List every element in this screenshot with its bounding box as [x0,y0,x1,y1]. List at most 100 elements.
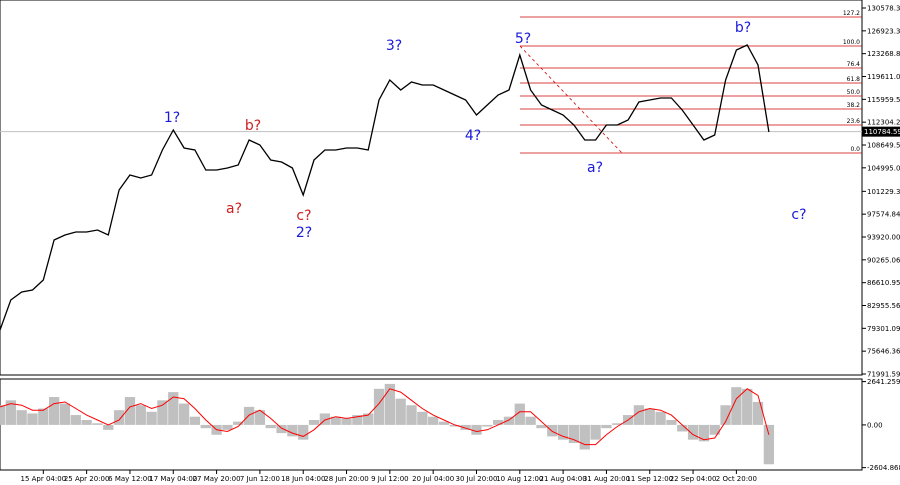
wave-label: 1? [164,110,180,126]
histogram-bar [265,424,276,429]
y-tick-label: 90265.06 [867,256,900,264]
histogram-bar [666,419,677,425]
histogram-bar [189,416,201,425]
histogram-bar [428,416,439,425]
histogram-bar [731,387,742,425]
histogram-bar [482,424,493,427]
histogram-bar [254,410,266,425]
y-tick-label: 79301.09 [867,325,900,333]
histogram-bar [243,406,255,425]
histogram-bar [557,424,569,440]
x-tick-label: 22 Sep 04:00 [670,475,717,483]
wave-label: a? [587,160,603,176]
x-tick-label: 30 Jul 20:00 [455,475,497,483]
histogram-bar [81,419,92,425]
x-tick-label: 25 Apr 20:00 [64,475,110,483]
wave-label: 2? [296,225,312,241]
y-tick-label: 97574.84 [867,211,900,219]
histogram-bar [503,416,515,425]
histogram-bar [417,411,428,425]
histogram-bar [319,413,331,425]
wave-label: 5? [515,31,531,47]
fib-trend-line [519,45,623,154]
histogram-bar [612,423,623,425]
histogram-bar [103,424,114,430]
histogram-bar [698,424,710,442]
histogram-bar [460,424,471,430]
histogram-bar [298,424,309,440]
histogram-bar [276,424,287,434]
histogram-bar [763,424,775,465]
y-tick-label: 108649.59 [867,141,900,149]
fib-label: 76.4 [847,61,861,68]
histogram-bar [92,423,103,425]
wave-label: 4? [465,128,481,144]
x-tick-label: 28 Jun 20:00 [324,475,368,483]
x-tick-label: 15 Apr 04:00 [20,475,66,483]
y-tick-label: 112304.29 [867,119,900,127]
histogram-bar [233,421,244,425]
histogram-bar [677,424,688,432]
fib-label: 100.0 [843,39,860,46]
histogram-bar [579,424,590,450]
x-tick-label: 6 May 12:00 [108,475,152,483]
fib-label: 38.2 [847,102,861,109]
fib-label: 61.8 [847,76,861,83]
x-tick-label: 18 Jun 04:00 [281,475,325,483]
histogram-bar [644,408,655,425]
y-tick-label: 130578.34 [867,5,900,13]
histogram-bar [471,424,482,435]
y-tick-label: 123268.84 [867,50,900,58]
x-tick-label: 2 Oct 20:00 [716,475,757,483]
histogram-bar [27,413,38,425]
histogram-bar [406,405,417,425]
histogram-bar [16,410,27,425]
y-tick-label: 75646.36 [867,348,900,356]
histogram-bar [330,416,341,425]
histogram-bar [525,416,536,425]
histogram-bar [146,411,157,425]
x-tick-label: 20 Jul 04:00 [412,475,454,483]
histogram-bar [384,383,395,425]
x-tick-label: 17 May 04:00 [149,475,197,483]
histogram-bar [59,403,71,425]
histogram-bar [752,401,764,425]
x-tick-label: 21 Aug 04:00 [540,475,587,483]
x-tick-label: 27 May 20:00 [193,475,241,483]
y-tick-label: -2604.868 [867,464,900,472]
price-line [0,44,770,331]
histogram-bar [590,424,601,440]
fib-label: 127.2 [843,10,860,17]
signal-line [0,388,770,446]
y-tick-label: 82955.56 [867,302,900,310]
fib-label: 0.0 [850,146,860,153]
histogram-bar [363,413,374,425]
histogram-bar [157,400,168,425]
histogram-bar [135,405,146,425]
histogram-bar [287,424,298,437]
histogram-bar [449,424,460,427]
wave-label: b? [735,20,751,36]
histogram-bar [352,415,363,425]
y-tick-label: 2641.259 [867,378,900,386]
histogram-bar [601,424,612,429]
y-tick-label: 86610.95 [867,279,900,287]
wave-label: 3? [386,38,402,54]
x-tick-label: 10 Aug 12:00 [496,475,543,483]
histogram-bar [395,398,406,425]
histogram-bar [438,421,450,425]
histogram-bar [709,424,720,435]
histogram-bar [308,419,320,425]
histogram-bar [124,397,136,425]
y-tick-label: 115959.54 [867,96,900,104]
fib-label: 23.6 [847,118,861,125]
main-frame [0,0,863,376]
x-tick-label: 9 Jul 12:00 [371,475,409,483]
histogram-bar [536,424,547,429]
x-tick-label: 7 Jun 12:00 [240,475,280,483]
histogram-bar [168,392,179,425]
x-tick-label: 31 Aug 20:00 [583,475,630,483]
wave-label: c? [791,207,806,223]
